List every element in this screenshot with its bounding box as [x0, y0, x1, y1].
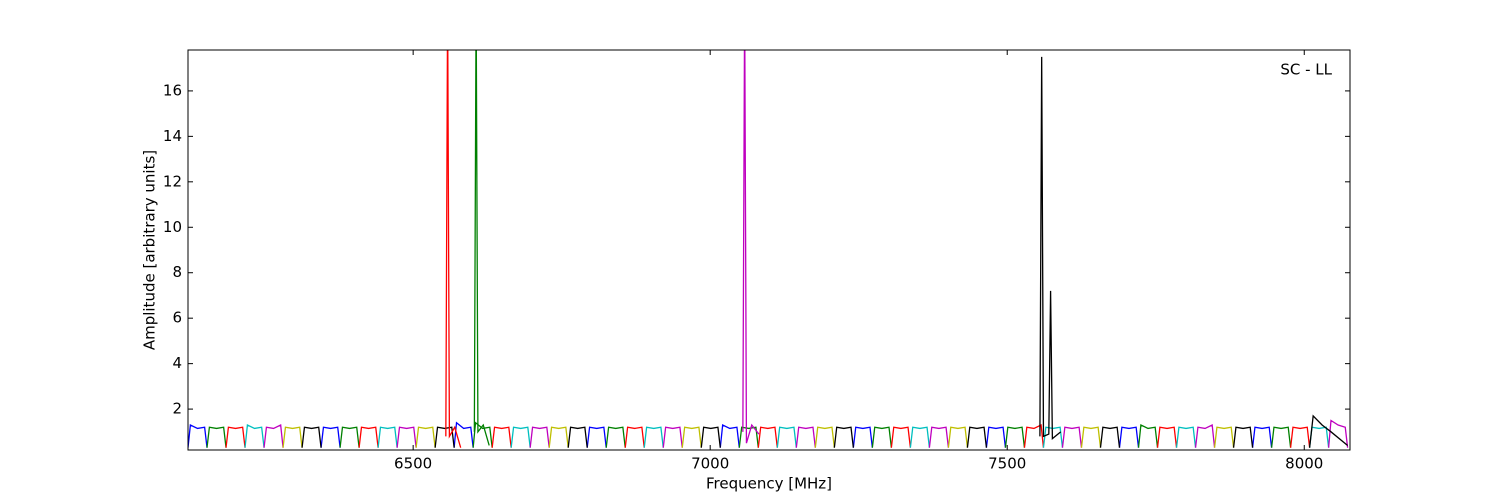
y-tick-label: 4	[172, 354, 182, 372]
spectrum-line	[206, 421, 1292, 448]
spectrum-line	[445, 50, 462, 448]
y-tick-label: 8	[172, 263, 182, 281]
x-tick-label: 7500	[988, 455, 1026, 473]
x-tick-label: 7000	[691, 455, 729, 473]
spectrum-line	[188, 421, 1273, 448]
plot-frame	[187, 49, 1351, 451]
spectrum-line	[225, 424, 1311, 448]
spectrum-line	[282, 426, 1235, 448]
x-axis-label: Frequency [MHz]	[706, 475, 832, 493]
spectrum-line	[1308, 414, 1349, 448]
y-tick-label: 16	[163, 81, 182, 99]
spectrum-line	[742, 50, 760, 444]
spectrum-line	[1039, 56, 1062, 440]
spectrum-line	[301, 426, 1254, 448]
y-tick-label: 2	[172, 400, 182, 418]
y-tick-label: 14	[163, 127, 182, 145]
y-tick-label: 6	[172, 309, 182, 327]
y-tick-label: 10	[163, 218, 182, 236]
spectrum-line	[473, 50, 490, 446]
spectrum-line	[244, 424, 1330, 448]
annotation: SC - LL	[1280, 61, 1332, 79]
y-axis-label: Amplitude [arbitrary units]	[141, 150, 159, 350]
y-tick-label: 12	[163, 172, 182, 190]
plot-lines	[188, 50, 1349, 448]
x-tick-label: 8000	[1285, 455, 1323, 473]
x-tick-label: 6500	[394, 455, 432, 473]
spectrum-line	[263, 419, 1349, 448]
